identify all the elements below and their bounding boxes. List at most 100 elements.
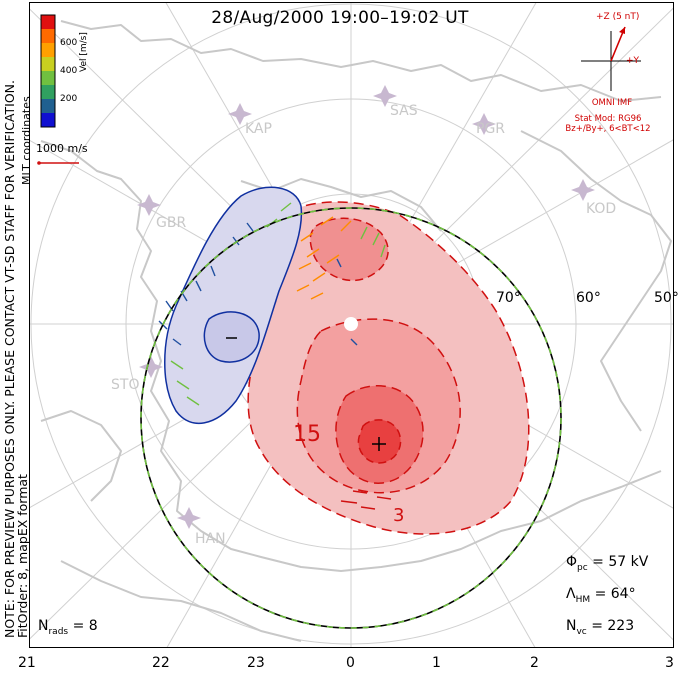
mlt-tick: 2 <box>530 655 539 671</box>
velocity-vector <box>298 262 312 270</box>
velocity-vector <box>312 272 326 282</box>
velocity-vectors <box>158 202 392 510</box>
stat-nrads-subscript: rads <box>48 626 69 637</box>
lat-label: 60° <box>576 290 601 306</box>
imf-dial <box>581 26 641 91</box>
imf-model-line2: Bz+/By+, 6<BT<12 <box>565 124 651 134</box>
station-marker <box>571 179 595 201</box>
heppner-maynard-boundary <box>140 207 562 629</box>
velocity-vector <box>232 236 240 246</box>
station-label: STO <box>111 377 139 393</box>
negative-cell <box>164 186 303 425</box>
potential-max-marker <box>372 437 386 451</box>
station-label: KOD <box>586 201 616 217</box>
velocity-vector <box>360 506 376 510</box>
contour-positive-secondary <box>309 217 389 282</box>
velocity-vector <box>350 338 358 346</box>
mlt-tick: 23 <box>247 655 265 671</box>
colorbar-title: Vel [m/s] <box>79 32 89 72</box>
imf-source: OMNI IMF <box>591 98 633 108</box>
colorbar-swatch <box>41 29 55 43</box>
stat-phi-symbol: Φ <box>566 554 578 570</box>
coordinate-system-label: MLT coordinates <box>20 96 33 185</box>
coastlines <box>40 20 672 642</box>
stat-nrads: Nrads = 8 <box>38 618 98 637</box>
colorbar-swatch <box>41 57 55 71</box>
map-panel: KAP SAS PGR KOD GBR STO HAN <box>29 2 674 648</box>
stat-phi: Φpc = 57 kV <box>566 554 648 573</box>
vector-group-red <box>340 490 392 510</box>
imf-z-label: +Z (5 nT) <box>596 12 640 22</box>
stat-phi-value: = 57 kV <box>592 554 649 570</box>
mlt-tick: 21 <box>18 655 36 671</box>
coast-ring <box>40 140 662 572</box>
imf-vector-head <box>619 27 625 34</box>
coast-north <box>60 20 662 102</box>
station-marker <box>177 507 201 529</box>
colorbar-tick: 600 <box>60 38 78 48</box>
velocity-vector <box>246 222 254 232</box>
mlt-tick: 0 <box>346 655 355 671</box>
stat-nvc-symbol: N <box>566 618 577 634</box>
map-canvas: KAP SAS PGR KOD GBR STO HAN <box>30 3 673 647</box>
velocity-vector <box>195 280 202 292</box>
imf-y-label: +Y <box>626 56 640 66</box>
stat-lambda-subscript: HM <box>575 594 591 605</box>
colorbar-tick: 400 <box>60 66 78 76</box>
velocity-vector <box>176 380 190 390</box>
velocity-vector <box>372 232 380 246</box>
velocity-vector <box>320 216 334 226</box>
velocity-vector <box>360 226 368 240</box>
station-labels: KAP SAS PGR KOD GBR STO HAN <box>111 103 616 547</box>
colorbar-swatch <box>41 85 55 99</box>
velocity-vector <box>300 232 314 242</box>
velocity-vector <box>340 500 358 504</box>
velocity-vector <box>376 496 392 500</box>
stat-lambda-value: = 64° <box>594 586 636 602</box>
colorbar-swatch <box>41 113 55 127</box>
map-title: 28/Aug/2000 19:00–19:02 UT <box>211 8 469 28</box>
station-markers <box>137 85 595 529</box>
colorbar-swatch <box>41 99 55 113</box>
lat-label: 70° <box>496 290 521 306</box>
imf-model-line1: Stat Mod: RG96 <box>574 114 642 124</box>
positive-cell <box>247 201 530 535</box>
stat-lambda: ΛHM = 64° <box>566 586 636 605</box>
station-marker <box>139 356 163 378</box>
station-label: KAP <box>245 121 272 137</box>
velocity-vector <box>340 220 352 232</box>
colorbar <box>40 14 56 128</box>
colorbar-swatch <box>41 71 55 85</box>
stat-nvc-subscript: vc <box>576 626 587 637</box>
velocity-vector <box>380 244 386 258</box>
velocity-vector <box>280 202 292 212</box>
lat-label: 50° <box>654 290 679 306</box>
velocity-vector <box>352 490 368 494</box>
colorbar-swatch <box>41 43 55 57</box>
station-marker <box>472 113 496 135</box>
contour-label: 15 <box>293 422 321 447</box>
stat-phi-subscript: pc <box>577 562 588 573</box>
station-label: HAN <box>195 531 226 547</box>
contour-negative-outer <box>164 186 303 425</box>
velocity-vector <box>296 284 310 292</box>
coast-south <box>60 560 302 642</box>
station-marker <box>137 194 161 216</box>
colorbar-frame <box>40 14 56 128</box>
mlt-tick: 1 <box>432 655 441 671</box>
vector-group-green <box>170 202 386 406</box>
scale-vector-dot <box>37 161 41 165</box>
colorbar-swatch <box>41 15 55 29</box>
vector-group-orange <box>296 216 352 300</box>
station-label: PGR <box>476 121 505 137</box>
station-marker <box>228 103 252 125</box>
velocity-vector <box>306 248 320 258</box>
velocity-vector <box>310 292 324 300</box>
stat-nrads-symbol: N <box>38 618 49 634</box>
contour-negative-inner <box>203 311 260 363</box>
mlt-tick: 22 <box>152 655 170 671</box>
stat-nvc-value: = 223 <box>591 618 635 634</box>
stat-nrads-value: = 8 <box>72 618 98 634</box>
velocity-vector <box>186 396 200 406</box>
